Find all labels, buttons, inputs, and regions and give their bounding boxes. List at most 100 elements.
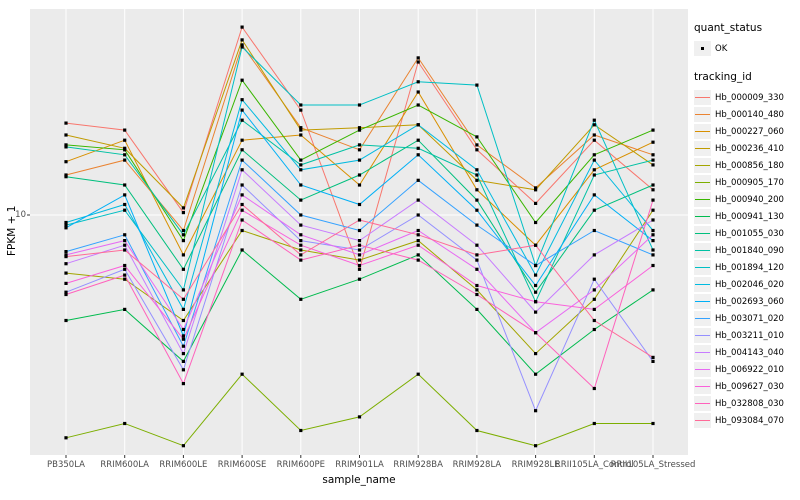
data-point bbox=[534, 273, 538, 277]
data-point bbox=[475, 288, 479, 292]
legend-item-Hb_000236_410: Hb_000236_410 bbox=[694, 140, 798, 157]
data-point bbox=[357, 202, 362, 207]
line-swatch-icon bbox=[694, 362, 711, 377]
data-point bbox=[357, 239, 362, 243]
data-point bbox=[475, 253, 479, 257]
data-point bbox=[357, 173, 362, 177]
data-point bbox=[64, 145, 68, 149]
data-point bbox=[64, 262, 68, 266]
legend-label: Hb_003071_020 bbox=[715, 313, 784, 324]
data-point bbox=[64, 318, 68, 323]
data-point bbox=[240, 43, 244, 47]
data-point bbox=[123, 277, 127, 281]
data-point bbox=[357, 258, 362, 262]
line-swatch-icon bbox=[694, 379, 711, 394]
data-point bbox=[416, 228, 420, 233]
data-point bbox=[64, 255, 68, 259]
data-point bbox=[357, 263, 362, 268]
data-point bbox=[475, 283, 479, 288]
data-point bbox=[416, 90, 420, 94]
legend-item-Hb_001894_120: Hb_001894_120 bbox=[694, 259, 798, 276]
data-point bbox=[240, 193, 244, 197]
data-point bbox=[357, 126, 362, 130]
data-point bbox=[64, 292, 68, 297]
x-tick-label-RRIM600LE: RRIM600LE bbox=[159, 460, 208, 470]
legend-item-Hb_000140_480: Hb_000140_480 bbox=[694, 106, 798, 123]
legend-item-Hb_004143_040: Hb_004143_040 bbox=[694, 344, 798, 361]
data-point bbox=[123, 153, 127, 157]
data-point bbox=[299, 297, 303, 301]
data-point bbox=[299, 233, 303, 237]
data-point bbox=[475, 143, 479, 147]
x-tick-label-RRIM600SE: RRIM600SE bbox=[217, 460, 267, 470]
data-point bbox=[64, 160, 68, 164]
data-point bbox=[416, 56, 420, 60]
legend-item-Hb_000227_060: Hb_000227_060 bbox=[694, 123, 798, 140]
data-point bbox=[357, 158, 362, 162]
data-point bbox=[651, 228, 655, 233]
legend-item-Hb_003211_010: Hb_003211_010 bbox=[694, 327, 798, 344]
legend-title-quant-status: quant_status bbox=[694, 22, 763, 34]
data-point bbox=[181, 307, 185, 311]
legend-item-Hb_002046_020: Hb_002046_020 bbox=[694, 276, 798, 293]
data-point bbox=[123, 263, 127, 268]
data-point bbox=[475, 243, 479, 247]
legend-label: Hb_000140_480 bbox=[715, 109, 784, 120]
data-point bbox=[181, 359, 185, 363]
legend-label: Hb_001055_030 bbox=[715, 228, 784, 239]
legend-item-Hb_006922_010: Hb_006922_010 bbox=[694, 361, 798, 378]
data-point bbox=[181, 327, 185, 332]
data-point bbox=[416, 103, 420, 107]
data-point bbox=[592, 133, 596, 137]
data-point bbox=[123, 273, 127, 277]
data-point bbox=[181, 211, 185, 215]
data-point bbox=[416, 198, 420, 202]
data-point bbox=[651, 288, 655, 292]
line-swatch-icon bbox=[694, 311, 711, 326]
legend-label: Hb_000941_130 bbox=[715, 211, 784, 222]
data-point bbox=[240, 202, 244, 207]
data-point bbox=[64, 436, 68, 440]
data-point bbox=[123, 128, 127, 132]
data-point bbox=[592, 173, 596, 177]
legend-item-ok: OK bbox=[694, 40, 798, 57]
data-point bbox=[64, 250, 68, 254]
data-point bbox=[651, 183, 655, 187]
data-point bbox=[534, 290, 538, 294]
y-tick-label: 10 bbox=[15, 210, 26, 220]
line-swatch-icon bbox=[694, 277, 711, 292]
data-point bbox=[592, 118, 596, 122]
data-point bbox=[64, 223, 68, 227]
data-point bbox=[592, 421, 596, 426]
line-swatch-icon bbox=[694, 260, 711, 275]
data-point bbox=[416, 239, 420, 243]
data-point bbox=[416, 233, 420, 237]
data-point bbox=[592, 297, 596, 301]
data-point bbox=[123, 148, 127, 152]
data-point bbox=[357, 143, 362, 147]
legend-item-Hb_002693_060: Hb_002693_060 bbox=[694, 293, 798, 310]
legend-item-Hb_000009_330: Hb_000009_330 bbox=[694, 89, 798, 106]
line-swatch-icon bbox=[694, 209, 711, 224]
data-point bbox=[416, 60, 420, 64]
data-point bbox=[181, 233, 185, 237]
data-point bbox=[475, 307, 479, 311]
data-point bbox=[416, 258, 420, 262]
legend-item-Hb_032808_030: Hb_032808_030 bbox=[694, 395, 798, 412]
data-point bbox=[123, 243, 127, 247]
legend-label: Hb_009627_030 bbox=[715, 381, 784, 392]
line-swatch-icon bbox=[694, 192, 711, 207]
legend-label: Hb_000856_180 bbox=[715, 160, 784, 171]
data-point bbox=[651, 218, 655, 222]
data-point bbox=[64, 173, 68, 177]
legend-label: Hb_006922_010 bbox=[715, 364, 784, 375]
x-tick-label-RRIM600LA: RRIM600LA bbox=[100, 460, 149, 470]
data-point bbox=[181, 239, 185, 243]
legend-item-Hb_000940_200: Hb_000940_200 bbox=[694, 191, 798, 208]
data-point bbox=[475, 428, 479, 433]
data-point bbox=[357, 248, 362, 252]
data-point bbox=[181, 368, 185, 372]
data-point bbox=[416, 372, 420, 376]
